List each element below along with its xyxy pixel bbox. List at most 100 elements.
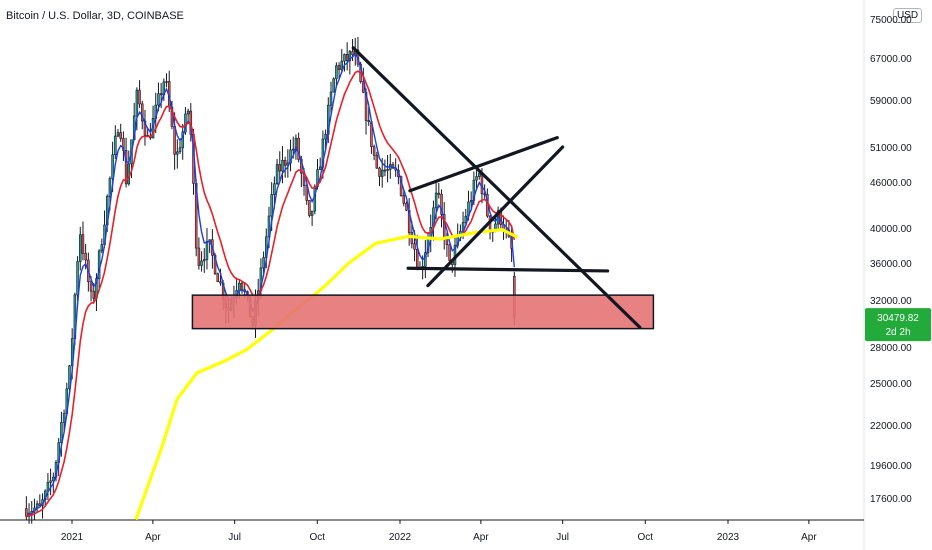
- price-tick-label: 46000.00: [870, 178, 912, 189]
- time-tick-label: 2021: [61, 532, 84, 543]
- candle-body: [380, 169, 384, 177]
- candle-body: [291, 148, 295, 151]
- price-tick-label: 17600.00: [870, 494, 912, 505]
- candle-body: [89, 281, 93, 292]
- candle-body: [308, 200, 311, 216]
- candle-body: [25, 508, 28, 517]
- candle-body: [345, 54, 349, 61]
- candle-body: [337, 65, 341, 70]
- candle-body: [375, 154, 379, 169]
- candle-body: [138, 89, 141, 105]
- candle-body: [464, 215, 468, 223]
- candle-body: [127, 163, 131, 185]
- long-ma-line: [134, 228, 519, 521]
- candle-body: [181, 131, 184, 149]
- candle-body: [176, 151, 179, 155]
- time-tick-label: Jul: [228, 532, 241, 543]
- candle-body: [205, 241, 209, 260]
- price-tick-label: 75000.00: [870, 15, 912, 26]
- candle-body: [332, 78, 335, 93]
- candle-body: [108, 178, 112, 197]
- candle-body: [92, 290, 95, 299]
- time-tick-label: Apr: [145, 532, 161, 543]
- candle-body: [413, 243, 416, 250]
- candle-body: [386, 169, 389, 171]
- candle-body: [445, 239, 449, 246]
- candle-body: [124, 150, 128, 185]
- candle-body: [448, 244, 451, 261]
- candle-body: [469, 200, 473, 203]
- time-tick-label: Oct: [310, 532, 326, 543]
- candle-body: [114, 135, 117, 156]
- candle-body: [200, 260, 203, 266]
- candle-body: [84, 253, 87, 261]
- price-tick-label: 19600.00: [870, 461, 912, 472]
- candle-body: [405, 203, 408, 211]
- candle-body: [79, 234, 82, 262]
- candle-body: [324, 133, 327, 140]
- candle-body: [111, 154, 114, 179]
- candle-body: [157, 93, 160, 106]
- time-tick-label: 2023: [717, 532, 740, 543]
- upper-channel-line: [408, 136, 559, 193]
- time-tick-label: Oct: [638, 532, 654, 543]
- candle-body: [281, 160, 284, 172]
- last-price-badge: [865, 308, 931, 342]
- candle-body: [238, 282, 241, 291]
- chart-title: Bitcoin / U.S. Dollar, 3D, COINBASE: [6, 10, 184, 22]
- candle-body: [186, 110, 190, 115]
- rising-trendline: [426, 145, 565, 288]
- candle-body: [283, 160, 287, 166]
- price-tick-label: 59000.00: [870, 96, 912, 107]
- last-price-label: 30479.82: [877, 313, 919, 324]
- price-tick-label: 40000.00: [870, 224, 912, 235]
- price-tick-label: 36000.00: [870, 259, 912, 270]
- time-tick-label: Apr: [473, 532, 489, 543]
- candle-body: [348, 51, 352, 61]
- currency-button[interactable]: USD: [893, 8, 923, 23]
- time-tick-label: 2022: [389, 532, 412, 543]
- candle-body: [321, 138, 325, 168]
- candle-body: [119, 132, 122, 139]
- countdown-label: 2d 2h: [885, 327, 910, 338]
- horizontal-support-line: [406, 266, 610, 273]
- candle-body: [262, 257, 265, 269]
- candle-body: [310, 210, 314, 216]
- price-tick-label: 32000.00: [870, 296, 912, 307]
- candle-body: [189, 110, 193, 135]
- candle-body: [275, 164, 279, 185]
- candle-body: [135, 89, 139, 117]
- candle-body: [184, 113, 187, 133]
- candle-body: [367, 120, 370, 123]
- candle-body: [297, 137, 300, 160]
- price-tick-label: 51000.00: [870, 143, 912, 154]
- candle-body: [76, 261, 79, 296]
- candle-body: [289, 149, 292, 164]
- ema-slow-line: [26, 70, 516, 518]
- candle-body: [318, 166, 322, 170]
- candle-body: [475, 176, 478, 181]
- candle-body: [351, 51, 354, 55]
- candle-body: [335, 65, 338, 80]
- candle-body: [62, 413, 66, 423]
- support-zone: [191, 294, 655, 330]
- candle-body: [378, 167, 381, 177]
- price-tick-label: 28000.00: [870, 343, 912, 354]
- candle-body: [372, 146, 376, 156]
- candle-body: [402, 195, 406, 204]
- candle-body: [141, 103, 144, 122]
- candle-body: [49, 480, 52, 483]
- candle-body: [165, 81, 168, 83]
- price-tick-label: 25000.00: [870, 379, 912, 390]
- descending-trendline: [351, 46, 642, 330]
- candle-body: [329, 91, 333, 106]
- candle-body: [340, 60, 344, 70]
- candle-body: [437, 192, 441, 195]
- candle-body: [343, 54, 346, 62]
- candle-body: [273, 183, 276, 195]
- candle-body: [278, 164, 282, 172]
- candle-body: [219, 281, 222, 284]
- candle-body: [440, 193, 443, 215]
- candle-body: [197, 247, 201, 266]
